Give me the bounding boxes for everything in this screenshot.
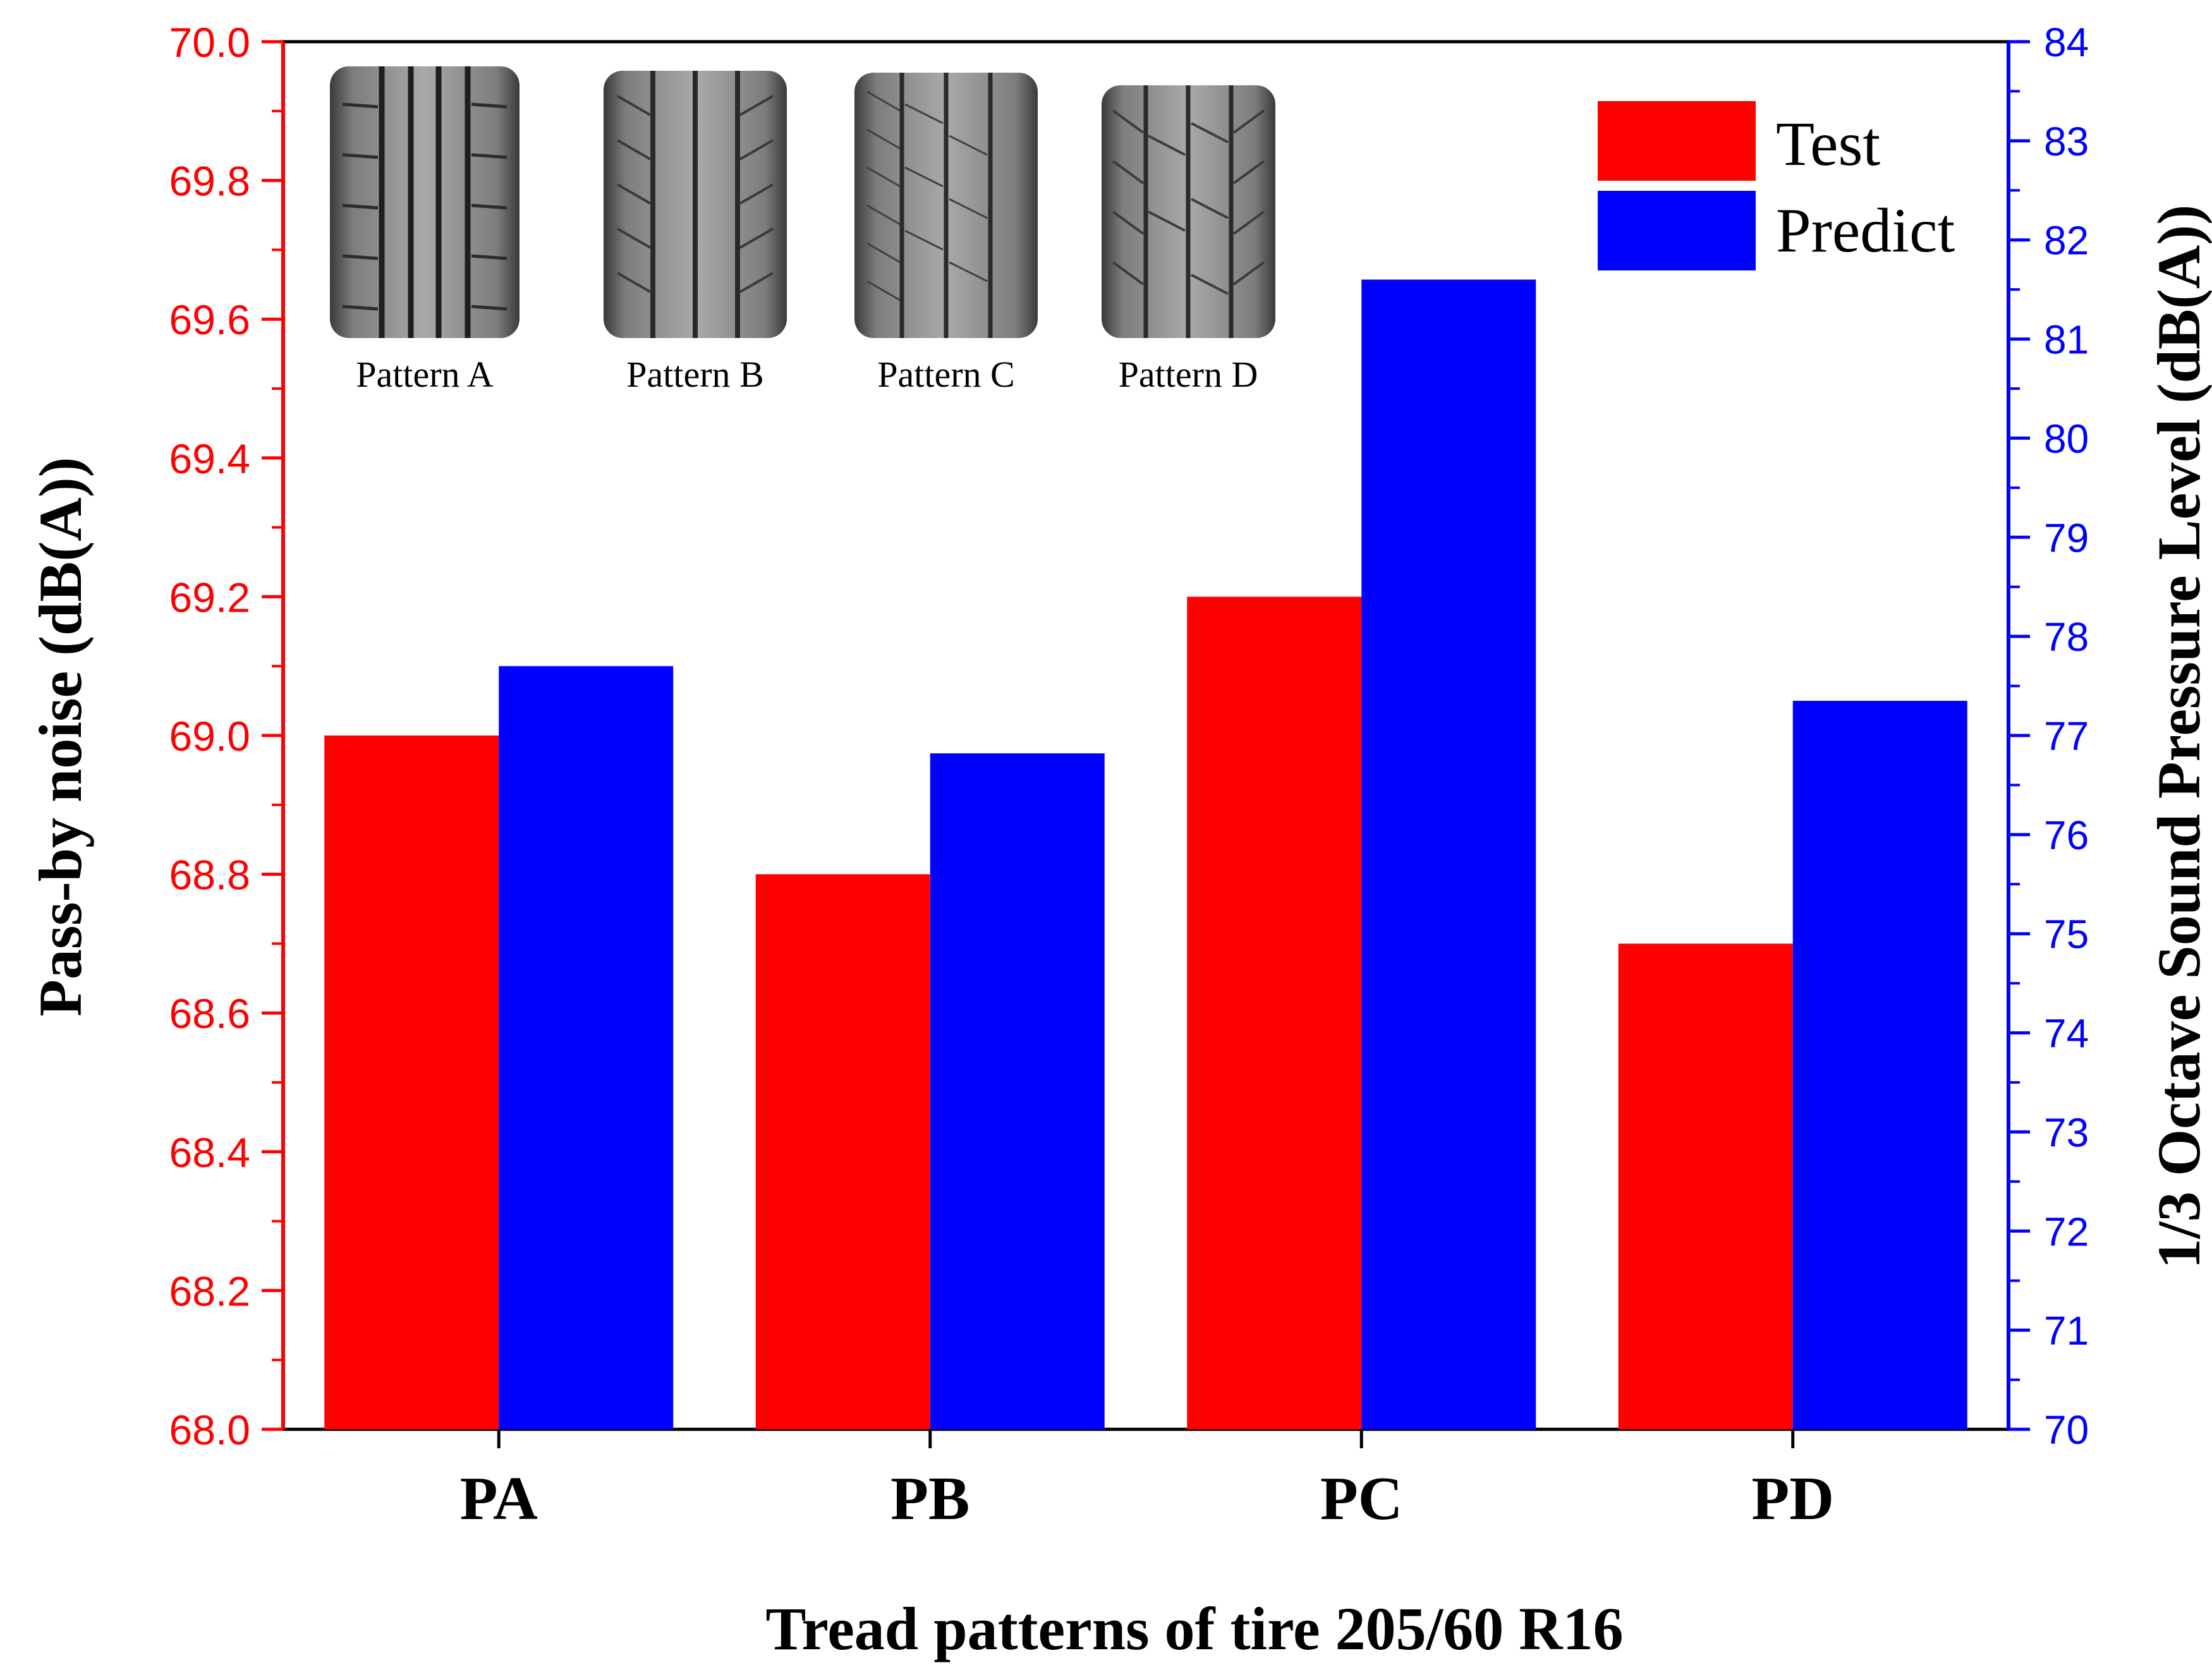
inset-label-pattern-a: Pattern A: [356, 354, 494, 395]
left-tick-label: 68.4: [169, 1129, 250, 1176]
tire-image-pattern-b: [604, 71, 787, 338]
inset-label-pattern-d: Pattern D: [1119, 354, 1258, 395]
left-tick-label: 68.0: [169, 1407, 250, 1453]
legend-label-test: Test: [1776, 109, 1880, 179]
bar-predict-pa: [499, 666, 674, 1429]
bar-test-pd: [1618, 943, 1793, 1429]
left-axis-title: Pass-by noise (dB(A)): [27, 457, 94, 1016]
right-tick-label: 80: [2044, 416, 2089, 461]
right-tick-label: 79: [2044, 515, 2089, 560]
legend-label-predict: Predict: [1776, 195, 1955, 265]
inset-label-pattern-c: Pattern C: [877, 354, 1014, 395]
left-tick-label: 69.8: [169, 158, 250, 205]
bar-test-pc: [1187, 596, 1362, 1429]
legend: Test Predict: [1598, 101, 1955, 270]
left-tick-label: 69.2: [169, 574, 250, 621]
right-axis-title: 1/3 Octave Sound Pressure Level (dB(A)): [2145, 205, 2212, 1269]
x-tick-label-pb: PB: [890, 1465, 969, 1533]
x-tick-label-pc: PC: [1320, 1465, 1403, 1533]
right-tick-label: 74: [2044, 1011, 2089, 1056]
x-axis-title: Tread patterns of tire 205/60 R16: [765, 1595, 1623, 1662]
legend-swatch-test: [1598, 101, 1756, 181]
left-tick-label: 69.0: [169, 713, 250, 760]
bar-test-pb: [755, 874, 930, 1429]
right-tick-label: 78: [2044, 614, 2089, 660]
inset-tire-images: Pattern A Pattern B Pattern C Pattern D: [330, 66, 1275, 395]
x-tick-label-pd: PD: [1751, 1465, 1834, 1533]
left-tick-label: 69.6: [169, 296, 250, 343]
tire-image-pattern-d: [1102, 85, 1275, 338]
right-tick-label: 77: [2044, 713, 2089, 759]
tire-image-pattern-a: [330, 66, 520, 338]
right-tick-label: 84: [2044, 20, 2089, 65]
right-tick-label: 72: [2044, 1209, 2089, 1254]
bar-predict-pc: [1361, 279, 1536, 1429]
tire-image-pattern-c: [854, 73, 1038, 338]
bar-predict-pb: [930, 753, 1105, 1429]
x-tick-label-pa: PA: [460, 1465, 538, 1533]
left-tick-label: 68.6: [169, 990, 250, 1037]
right-tick-label: 71: [2044, 1308, 2089, 1353]
right-tick-label: 83: [2044, 119, 2089, 164]
inset-label-pattern-b: Pattern B: [626, 354, 763, 395]
right-tick-label: 76: [2044, 813, 2089, 858]
bar-test-pa: [324, 736, 499, 1429]
right-tick-label: 75: [2044, 912, 2089, 957]
left-tick-label: 70.0: [169, 19, 250, 66]
left-tick-label: 69.4: [169, 435, 250, 482]
right-tick-label: 81: [2044, 317, 2089, 363]
bar-predict-pd: [1792, 701, 1967, 1429]
right-tick-label: 82: [2044, 218, 2089, 263]
right-tick-label: 70: [2044, 1407, 2089, 1453]
legend-swatch-predict: [1598, 191, 1756, 270]
right-tick-label: 73: [2044, 1110, 2089, 1155]
left-tick-label: 68.8: [169, 852, 250, 899]
left-tick-label: 68.2: [169, 1268, 250, 1314]
